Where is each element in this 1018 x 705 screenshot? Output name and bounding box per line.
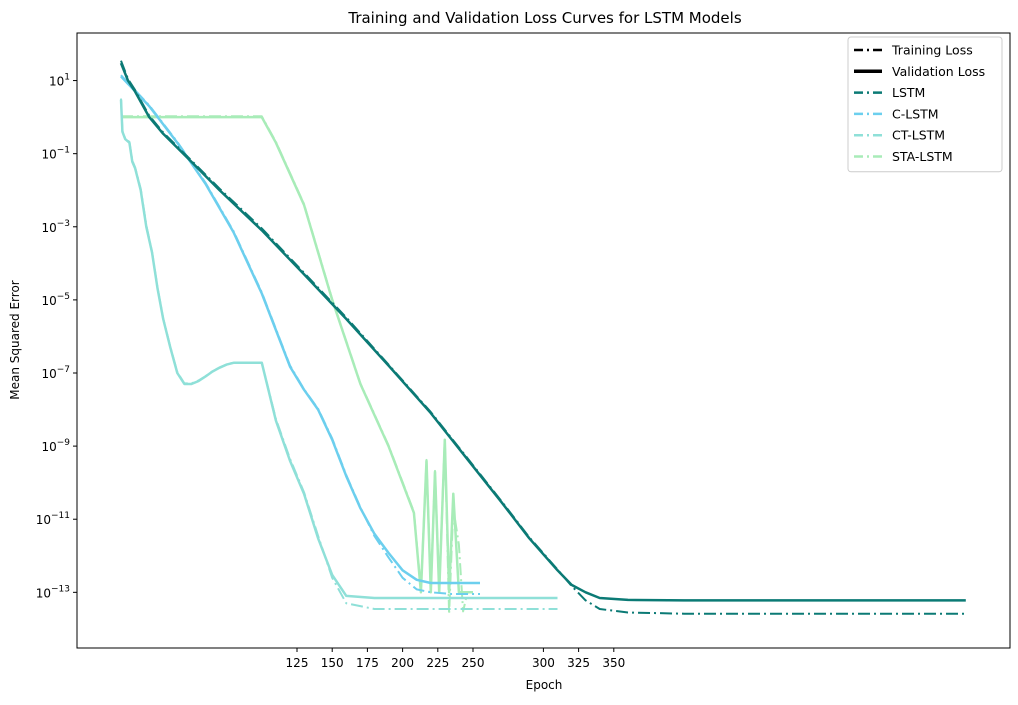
plot-area [119,60,966,616]
series-line-lstm-validation [119,62,966,602]
y-axis-label: Mean Squared Error [8,280,22,400]
chart-title: Training and Validation Loss Curves for … [347,9,741,27]
x-tick-label: 175 [356,656,379,670]
y-axis: 10−13 10−11 10−9 10−7 10−5 10−3 10−1 101 [36,73,77,600]
x-axis-label: Epoch [526,678,563,692]
y-tick-label: 10−9 [41,438,70,454]
legend-label: Validation Loss [892,64,985,79]
y-tick-label: 101 [49,73,70,89]
x-tick-label: 250 [462,656,485,670]
x-tick-label: 125 [286,656,309,670]
x-tick-label: 325 [567,656,590,670]
legend-box [847,36,1003,173]
x-tick-label: 350 [602,656,625,670]
x-axis: 125 150 175 200 225 250 300 325 350 [286,648,625,670]
series-line-c-lstm-validation [120,75,480,585]
legend-label: STA-LSTM [892,149,953,164]
y-tick-label: 10−7 [41,365,70,381]
series-line-sta-lstm-training [121,115,473,616]
legend-label: CT-LSTM [892,128,945,143]
series-line-ct-lstm-validation [119,99,558,600]
y-tick-label: 10−3 [41,219,70,235]
x-tick-label: 225 [426,656,449,670]
legend-label: Training Loss [891,43,973,58]
x-tick-label: 200 [391,656,414,670]
y-tick-label: 10−11 [36,511,70,527]
x-tick-label: 300 [532,656,555,670]
legend: Training Loss Validation Loss LSTM C-LSTM CT… [847,36,1003,173]
series-line-lstm-training [120,60,966,615]
y-tick-label: 10−13 [36,584,70,600]
series-line-c-lstm-training [120,74,480,595]
y-tick-label: 10−1 [41,146,70,162]
legend-label: C-LSTM [892,106,939,121]
x-tick-label: 150 [321,656,344,670]
y-tick-label: 10−5 [41,292,70,308]
series-line-ct-lstm-training [120,98,558,610]
legend-label: LSTM [892,85,925,100]
